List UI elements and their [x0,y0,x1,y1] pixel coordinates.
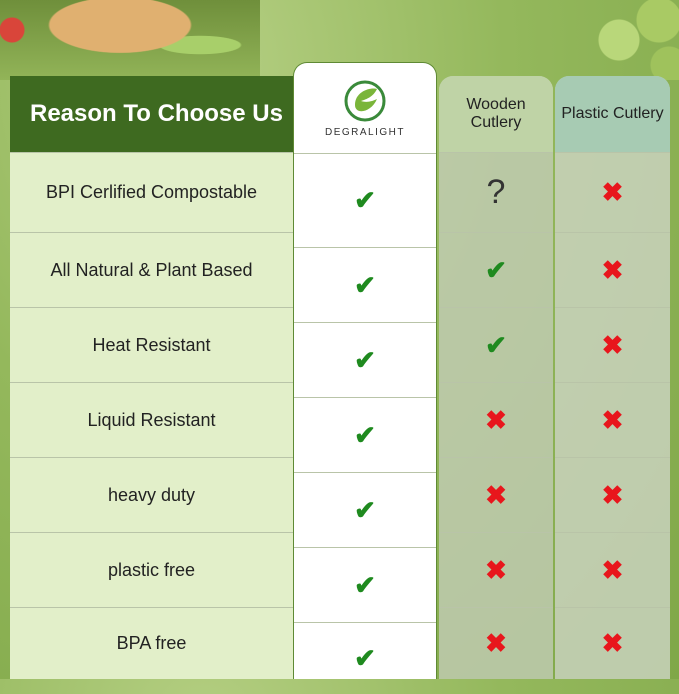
features-column: Reason To Choose Us BPI Cerlified Compos… [10,76,293,679]
check-icon: ✔ [354,419,376,450]
cross-icon: ✖ [485,554,507,585]
cross-icon: ✖ [601,628,624,658]
wooden-column: Wooden Cutlery ? ✔ ✔ ✖ ✖ ✖ ✖ [439,76,553,679]
table-row: ✔ [439,232,553,307]
table-title: Reason To Choose Us [10,76,293,152]
cross-icon: ✖ [601,329,624,360]
table-row: ✔ [294,547,436,622]
cross-icon: ✖ [485,479,507,510]
table-row: ✖ [439,457,553,532]
feature-label: All Natural & Plant Based [50,259,253,280]
table-row: ✖ [555,152,670,232]
table-row: ✖ [555,307,670,382]
check-icon: ✔ [354,185,376,215]
check-icon: ✔ [354,494,376,525]
table-row: ✔ [294,322,436,397]
cross-icon: ✖ [601,177,624,207]
cross-icon: ✖ [485,404,507,435]
cross-icon: ✖ [601,254,624,285]
table-row: ✖ [555,382,670,457]
table-row: ✔ [294,397,436,472]
table-row: ✖ [555,457,670,532]
grapes-photo [589,0,679,80]
feature-label: plastic free [107,559,196,580]
feature-label: BPA free [116,633,187,653]
table-row: ✖ [439,607,553,679]
table-row: ✖ [555,232,670,307]
table-row: ✔ [294,622,436,694]
table-row: Heat Resistant [10,307,293,382]
check-icon: ✔ [354,269,376,300]
table-row: Liquid Resistant [10,382,293,457]
check-icon: ✔ [485,254,507,285]
table-row: ✔ [294,153,436,247]
check-icon: ✔ [485,329,507,360]
cross-icon: ✖ [601,554,624,585]
table-row: plastic free [10,532,293,607]
table-row: All Natural & Plant Based [10,232,293,307]
check-icon: ✔ [354,344,376,375]
brand-name: DEGRALIGHT [324,126,405,138]
table-row: heavy duty [10,457,293,532]
food-photo [0,0,260,80]
plastic-header: Plastic Cutlery [555,76,670,152]
cross-icon: ✖ [601,404,624,435]
table-row: ✖ [555,607,670,679]
cross-icon: ✖ [485,628,507,658]
feature-label: Heat Resistant [92,334,211,355]
feature-label: Liquid Resistant [87,409,216,430]
table-row: ✖ [555,532,670,607]
table-row: ? [439,152,553,232]
table-row: ✔ [294,472,436,547]
feature-label: BPI Cerlified Compostable [45,182,258,202]
table-row: BPI Cerlified Compostable [10,152,293,232]
table-row: BPA free [10,607,293,679]
wooden-header: Wooden Cutlery [439,76,553,152]
table-row: ✔ [294,247,436,322]
cross-icon: ✖ [601,479,624,510]
table-row: ✖ [439,532,553,607]
question-mark: ? [486,173,506,211]
table-row: ✖ [439,382,553,457]
check-icon: ✔ [354,643,376,673]
plastic-column: Plastic Cutlery ✖ ✖ ✖ ✖ ✖ ✖ ✖ [555,76,670,679]
leaf-logo-icon [344,80,386,121]
brand-column: DEGRALIGHT ✔ ✔ ✔ ✔ ✔ ✔ ✔ [293,62,437,679]
table-row: ✔ [439,307,553,382]
check-icon: ✔ [354,569,376,600]
brand-logo: DEGRALIGHT [294,63,436,153]
feature-label: heavy duty [107,484,196,505]
